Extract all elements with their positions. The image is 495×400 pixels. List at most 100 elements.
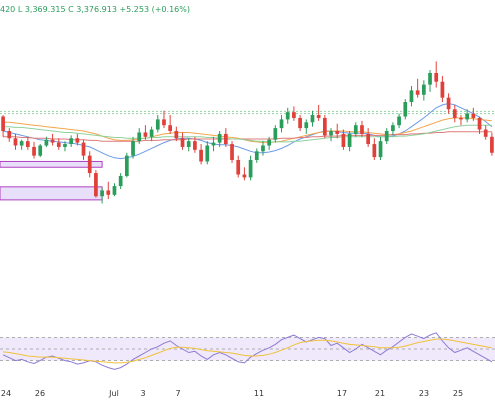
x-tick-label: 21 — [375, 389, 385, 398]
candle — [155, 115, 160, 133]
candle — [490, 132, 494, 156]
candle — [94, 170, 98, 198]
candle — [56, 138, 61, 150]
candle — [44, 136, 49, 147]
candle — [1, 115, 5, 137]
candle — [7, 128, 12, 142]
candle — [292, 106, 296, 121]
candle — [118, 173, 123, 189]
candle — [100, 187, 104, 204]
x-tick-label: 11 — [254, 389, 264, 398]
candle — [397, 113, 401, 129]
x-tick-label: 24 — [1, 389, 11, 398]
candle — [378, 136, 383, 160]
candle — [471, 107, 476, 121]
candle — [50, 133, 55, 146]
candle — [347, 131, 352, 152]
candle — [391, 122, 395, 136]
candle — [106, 181, 111, 200]
candle — [273, 125, 278, 143]
candle — [384, 128, 389, 145]
candle — [149, 126, 154, 142]
candle — [267, 136, 272, 150]
candle — [341, 129, 346, 150]
indicator-line-2 — [3, 131, 492, 142]
indicator-line-3 — [3, 124, 492, 143]
candle — [242, 167, 247, 181]
zone-1 — [0, 186, 103, 201]
candle — [174, 126, 179, 142]
candle — [143, 125, 148, 140]
candle — [211, 136, 216, 152]
ohlc-readout: 420 L 3,369.315 C 3,376.913 +5.253 (+0.1… — [0, 5, 190, 14]
x-tick-label: 26 — [35, 389, 45, 398]
rsi-panel — [0, 332, 495, 370]
candle — [440, 75, 445, 102]
horizontal-levels — [0, 110, 495, 115]
candle — [13, 133, 18, 150]
candle — [230, 141, 234, 163]
candle — [75, 133, 80, 146]
candle — [403, 99, 408, 120]
candle — [193, 136, 197, 153]
candle — [168, 115, 173, 134]
candle — [421, 80, 426, 101]
candle — [32, 141, 36, 159]
candle — [38, 144, 43, 158]
candle — [248, 155, 253, 181]
x-tick-label: 7 — [175, 389, 180, 398]
candle — [428, 70, 432, 92]
zone-0 — [0, 160, 103, 168]
x-tick-label: 17 — [337, 389, 347, 398]
candle — [465, 109, 470, 123]
x-tick-label: Jul — [108, 389, 119, 398]
candle — [360, 120, 364, 137]
candle — [199, 144, 203, 165]
candle — [452, 104, 457, 123]
x-axis: 24 26 Jul 3 7 11 17 21 23 25 — [1, 389, 463, 398]
candle — [322, 115, 327, 139]
candle — [285, 107, 290, 124]
candle — [415, 78, 420, 98]
candle — [223, 128, 228, 147]
candle — [112, 183, 117, 197]
candle — [261, 141, 265, 156]
candle — [446, 93, 451, 114]
candle — [366, 128, 371, 147]
candle — [236, 155, 241, 178]
candle — [63, 141, 67, 152]
candle — [131, 136, 135, 159]
candle — [335, 123, 340, 139]
rsi-series-1 — [3, 338, 492, 364]
candle — [162, 110, 166, 129]
candle — [217, 131, 222, 147]
candle — [87, 151, 92, 178]
candle — [477, 116, 482, 134]
candle — [310, 110, 315, 127]
rsi-series-0 — [2, 332, 493, 370]
candle — [19, 139, 24, 150]
candlesticks — [1, 61, 494, 204]
candle — [353, 122, 358, 137]
candle — [316, 104, 321, 121]
candle — [69, 135, 74, 147]
candle — [459, 115, 463, 126]
candle — [409, 86, 414, 107]
candle — [372, 138, 377, 160]
candle — [137, 128, 142, 145]
candle — [304, 119, 309, 134]
candle — [25, 136, 30, 150]
candle — [483, 125, 488, 140]
candle — [279, 115, 284, 133]
candle — [254, 148, 259, 163]
x-tick-label: 3 — [140, 389, 145, 398]
candle — [434, 61, 439, 88]
support-zones — [0, 160, 103, 201]
candle — [186, 138, 191, 152]
candle — [124, 152, 129, 178]
candle — [298, 115, 302, 131]
candle — [81, 139, 86, 160]
candle — [205, 141, 210, 165]
candle — [180, 132, 185, 150]
